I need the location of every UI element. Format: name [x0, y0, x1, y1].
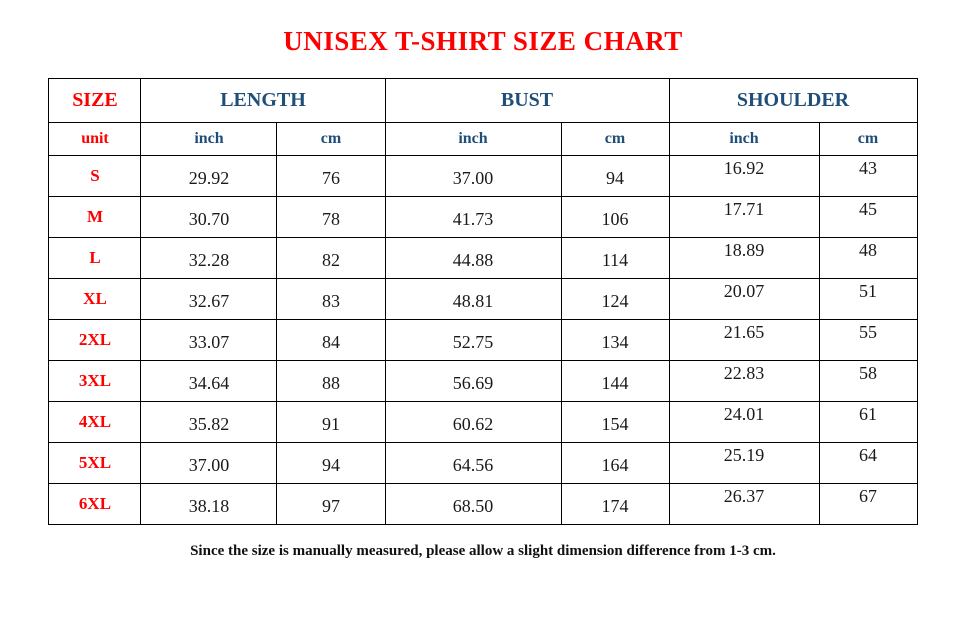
- shoulder-inch-value: 22.83: [668, 360, 820, 402]
- size-label: 3XL: [48, 360, 142, 402]
- size-label: XL: [48, 278, 142, 320]
- column-header-size: SIZE: [48, 78, 142, 123]
- shoulder-inch-value: 17.71: [668, 196, 820, 238]
- column-header-shoulder: SHOULDER: [668, 78, 918, 123]
- table-row-6xl: 6XL 38.18 97 68.50 174 26.37 67: [48, 483, 918, 525]
- length-inch-value: 30.70: [140, 196, 278, 238]
- column-header-length: LENGTH: [140, 78, 386, 123]
- bust-inch-value: 64.56: [384, 442, 562, 484]
- length-cm-value: 76: [276, 155, 386, 197]
- size-chart-table: SIZE LENGTH BUST SHOULDER unit inch cm i…: [48, 78, 918, 525]
- size-label: M: [48, 196, 142, 238]
- length-inch-value: 37.00: [140, 442, 278, 484]
- bust-inch-value: 44.88: [384, 237, 562, 279]
- unit-length-cm: cm: [276, 122, 386, 156]
- length-cm-value: 84: [276, 319, 386, 361]
- shoulder-cm-value: 58: [818, 360, 918, 402]
- bust-inch-value: 68.50: [384, 483, 562, 525]
- shoulder-cm-value: 55: [818, 319, 918, 361]
- unit-header-row: unit inch cm inch cm inch cm: [48, 122, 918, 156]
- unit-label: unit: [48, 122, 142, 156]
- length-inch-value: 33.07: [140, 319, 278, 361]
- group-header-row: SIZE LENGTH BUST SHOULDER: [48, 78, 918, 123]
- length-cm-value: 94: [276, 442, 386, 484]
- unit-shoulder-inch: inch: [668, 122, 820, 156]
- measurement-disclaimer: Since the size is manually measured, ple…: [190, 543, 776, 559]
- shoulder-inch-value: 21.65: [668, 319, 820, 361]
- shoulder-cm-value: 51: [818, 278, 918, 320]
- shoulder-inch-value: 18.89: [668, 237, 820, 279]
- table-row-s: S 29.92 76 37.00 94 16.92 43: [48, 155, 918, 197]
- unit-length-inch: inch: [140, 122, 278, 156]
- bust-inch-value: 37.00: [384, 155, 562, 197]
- bust-cm-value: 134: [560, 319, 670, 361]
- table-row-3xl: 3XL 34.64 88 56.69 144 22.83 58: [48, 360, 918, 402]
- table-row-m: M 30.70 78 41.73 106 17.71 45: [48, 196, 918, 238]
- size-label: 2XL: [48, 319, 142, 361]
- bust-cm-value: 114: [560, 237, 670, 279]
- bust-cm-value: 164: [560, 442, 670, 484]
- size-label: L: [48, 237, 142, 279]
- shoulder-inch-value: 20.07: [668, 278, 820, 320]
- shoulder-inch-value: 26.37: [668, 483, 820, 525]
- size-label: S: [48, 155, 142, 197]
- table-row-l: L 32.28 82 44.88 114 18.89 48: [48, 237, 918, 279]
- shoulder-cm-value: 45: [818, 196, 918, 238]
- bust-inch-value: 56.69: [384, 360, 562, 402]
- page-title: UNISEX T-SHIRT SIZE CHART: [283, 26, 683, 56]
- bust-inch-value: 52.75: [384, 319, 562, 361]
- length-cm-value: 78: [276, 196, 386, 238]
- table-row-xl: XL 32.67 83 48.81 124 20.07 51: [48, 278, 918, 320]
- length-cm-value: 82: [276, 237, 386, 279]
- column-header-bust: BUST: [384, 78, 670, 123]
- length-inch-value: 29.92: [140, 155, 278, 197]
- size-label: 5XL: [48, 442, 142, 484]
- shoulder-cm-value: 43: [818, 155, 918, 197]
- shoulder-cm-value: 48: [818, 237, 918, 279]
- length-inch-value: 32.28: [140, 237, 278, 279]
- bust-inch-value: 60.62: [384, 401, 562, 443]
- bust-inch-value: 48.81: [384, 278, 562, 320]
- shoulder-cm-value: 61: [818, 401, 918, 443]
- unit-bust-cm: cm: [560, 122, 670, 156]
- shoulder-inch-value: 16.92: [668, 155, 820, 197]
- size-label: 6XL: [48, 483, 142, 525]
- length-inch-value: 32.67: [140, 278, 278, 320]
- shoulder-cm-value: 67: [818, 483, 918, 525]
- unit-shoulder-cm: cm: [818, 122, 918, 156]
- bust-inch-value: 41.73: [384, 196, 562, 238]
- bust-cm-value: 154: [560, 401, 670, 443]
- bust-cm-value: 94: [560, 155, 670, 197]
- table-row-2xl: 2XL 33.07 84 52.75 134 21.65 55: [48, 319, 918, 361]
- shoulder-cm-value: 64: [818, 442, 918, 484]
- table-row-5xl: 5XL 37.00 94 64.56 164 25.19 64: [48, 442, 918, 484]
- shoulder-inch-value: 25.19: [668, 442, 820, 484]
- length-cm-value: 91: [276, 401, 386, 443]
- bust-cm-value: 174: [560, 483, 670, 525]
- size-label: 4XL: [48, 401, 142, 443]
- unit-bust-inch: inch: [384, 122, 562, 156]
- length-inch-value: 38.18: [140, 483, 278, 525]
- shoulder-inch-value: 24.01: [668, 401, 820, 443]
- bust-cm-value: 124: [560, 278, 670, 320]
- length-cm-value: 97: [276, 483, 386, 525]
- length-inch-value: 35.82: [140, 401, 278, 443]
- bust-cm-value: 106: [560, 196, 670, 238]
- table-row-4xl: 4XL 35.82 91 60.62 154 24.01 61: [48, 401, 918, 443]
- length-inch-value: 34.64: [140, 360, 278, 402]
- length-cm-value: 88: [276, 360, 386, 402]
- bust-cm-value: 144: [560, 360, 670, 402]
- length-cm-value: 83: [276, 278, 386, 320]
